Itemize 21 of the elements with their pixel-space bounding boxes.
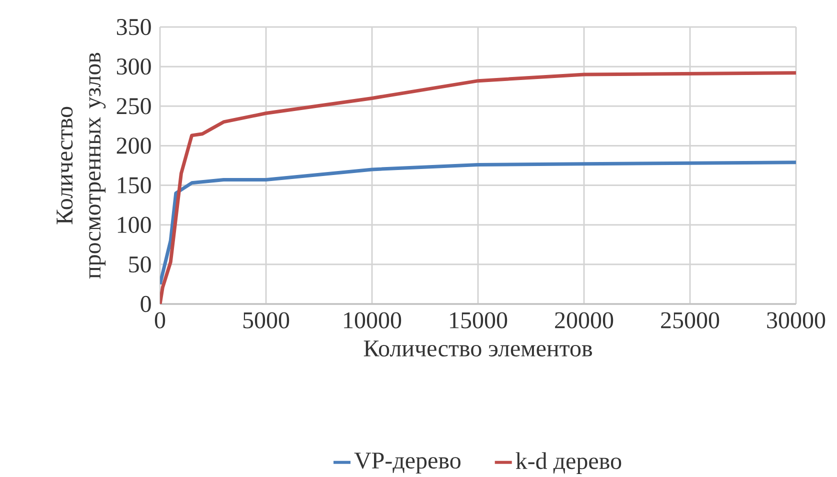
y-tick-label: 50 — [129, 256, 151, 273]
x-tick-label: 30000 — [767, 312, 826, 328]
y-tick-label: 350 — [116, 18, 151, 36]
legend-label: k-d дерево — [516, 452, 622, 474]
y-tick-label: 250 — [116, 98, 151, 114]
x-tick-label: 10000 — [344, 312, 402, 328]
line-series — [160, 71, 796, 304]
y-axis-title: Количество просмотренных узлов — [56, 52, 106, 279]
x-tick-label: 5000 — [243, 312, 290, 328]
legend-label: VP-дерево — [354, 452, 460, 474]
x-tick-label: 0 — [154, 312, 166, 328]
y-tick-label: 300 — [116, 58, 151, 75]
x-tick-label: 20000 — [555, 312, 614, 328]
y-tick-label: 100 — [118, 216, 151, 233]
x-tick-label: 15000 — [450, 312, 508, 328]
x-axis-title: Количество элементов — [364, 340, 592, 357]
y-tick-label: 200 — [116, 138, 151, 154]
y-tick-label: 150 — [118, 177, 151, 194]
line-series — [160, 160, 796, 286]
x-tick-label: 25000 — [661, 312, 720, 328]
y-tick-label: 0 — [140, 296, 151, 312]
